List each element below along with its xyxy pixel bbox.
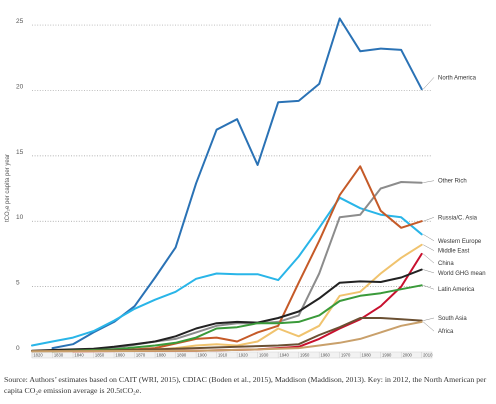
x-tick-label: 1890 [177, 353, 187, 358]
series-line-western-europe [31, 196, 423, 347]
series-line-world-ghg-mean [31, 268, 423, 352]
series-line-south-asia [31, 317, 423, 353]
series-label-china: China [438, 261, 454, 267]
series-line-middle-east [72, 243, 423, 353]
label-leader [423, 234, 435, 242]
series-label-western-europe: Western Europe [438, 239, 482, 245]
gridlines [32, 24, 432, 287]
x-axis: 1820 1830 1840 1850 1860 1870 1880 1890 1900 1910… [31, 351, 433, 359]
x-tick-label: 1860 [115, 353, 125, 358]
x-tick-label: 1940 [279, 353, 289, 358]
x-tick-label: 2010 [423, 353, 433, 358]
series-label-russia-c-asia: Russia/C. Asia [438, 215, 478, 221]
label-leader [423, 180, 435, 183]
label-leader [423, 285, 435, 290]
series-label-africa: Africa [438, 329, 454, 335]
y-tick-label: 0 [16, 345, 20, 352]
x-tick-label: 1910 [218, 353, 228, 358]
x-tick-label: 1870 [136, 353, 146, 358]
series-label-latin-america: Latin America [438, 287, 475, 293]
label-leader [423, 317, 435, 321]
label-leader [423, 217, 435, 222]
series-line-russia-c-asia [51, 165, 423, 353]
series-label-world-ghg-mean: World GHG mean [438, 271, 486, 277]
y-tick-label: 15 [16, 149, 24, 156]
series-line-latin-america [51, 284, 423, 353]
y-axis-title: tCO₂e per capita per year [5, 154, 11, 222]
x-axis-band [31, 351, 433, 359]
x-tick-label: 1970 [341, 353, 351, 358]
source-caption: Source: Authors’ estimates based on CAIT… [4, 375, 487, 395]
label-leader [423, 244, 435, 251]
x-tick-label: 1950 [300, 353, 310, 358]
x-tick-label: 1830 [54, 353, 64, 358]
x-tick-label: 2000 [403, 353, 413, 358]
x-tick-label: 1880 [156, 353, 166, 358]
x-tick-label: 1920 [238, 353, 248, 358]
x-tick-label: 1930 [259, 353, 269, 358]
x-tick-label: 1980 [362, 353, 372, 358]
x-tick-label: 1900 [197, 353, 207, 358]
y-axis-ticks: 0 5 10 15 20 25 [16, 18, 24, 352]
x-tick-label: 1840 [74, 353, 84, 358]
series-label-south-asia: South Asia [438, 316, 467, 322]
x-tick-label: 1990 [382, 353, 392, 358]
series-label-other-rich: Other Rich [438, 179, 467, 185]
series-label-north-america: North America [438, 75, 477, 81]
series-line-africa [31, 320, 423, 353]
series-lines [31, 17, 423, 353]
label-leader [423, 77, 435, 90]
label-leader [423, 253, 435, 264]
y-tick-label: 25 [16, 18, 24, 25]
y-tick-label: 10 [16, 214, 24, 221]
series-label-middle-east: Middle East [438, 249, 470, 255]
x-tick-label: 1820 [33, 353, 43, 358]
label-leader [423, 269, 435, 274]
y-tick-label: 5 [16, 280, 20, 287]
label-leader [423, 321, 435, 332]
x-tick-label: 1850 [95, 353, 105, 358]
series-line-north-america [51, 17, 423, 350]
x-tick-label: 1960 [321, 353, 331, 358]
series-labels: North America Western Europe Other Rich Rus… [423, 75, 486, 335]
y-tick-label: 20 [16, 83, 24, 90]
